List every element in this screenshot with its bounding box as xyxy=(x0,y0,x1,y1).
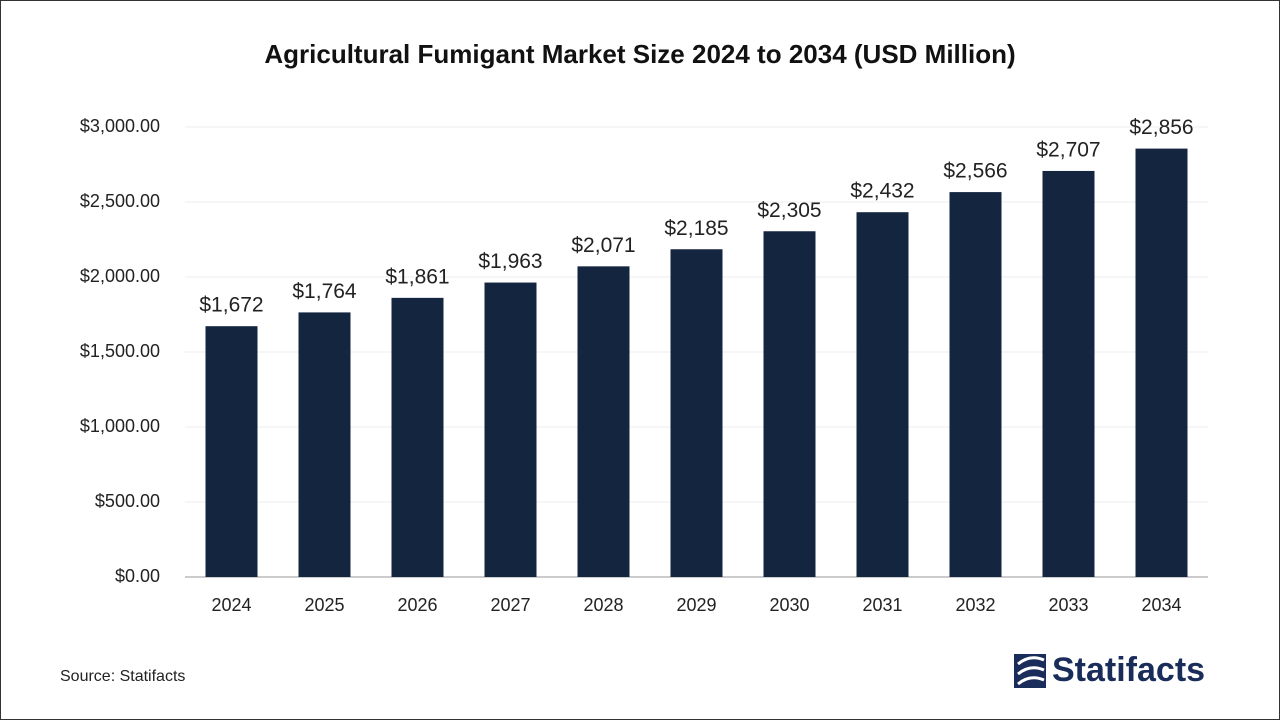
x-tick-label: 2027 xyxy=(490,595,530,615)
y-tick-label: $1,000.00 xyxy=(80,416,160,436)
data-label: $1,861 xyxy=(385,265,449,288)
x-tick-label: 2034 xyxy=(1141,595,1181,615)
bar xyxy=(391,297,444,577)
data-label: $2,185 xyxy=(664,217,728,240)
y-tick-label: $500.00 xyxy=(95,491,160,511)
y-tick-label: $3,000.00 xyxy=(80,116,160,136)
x-tick-label: 2031 xyxy=(862,595,902,615)
bar xyxy=(298,312,351,577)
bar xyxy=(856,212,909,577)
x-tick-label: 2030 xyxy=(769,595,809,615)
logo-text: Statifacts xyxy=(1052,651,1205,689)
data-label: $1,963 xyxy=(478,250,542,273)
data-label: $2,432 xyxy=(850,180,914,203)
bar xyxy=(1042,170,1095,577)
bar xyxy=(763,231,816,577)
logo: Statifacts xyxy=(1014,651,1205,689)
data-label: $2,707 xyxy=(1036,138,1100,161)
x-tick-label: 2024 xyxy=(211,595,251,615)
bar xyxy=(670,249,723,577)
bar xyxy=(1135,148,1188,577)
y-tick-label: $2,000.00 xyxy=(80,266,160,286)
bar xyxy=(577,266,630,577)
y-tick-label: $1,500.00 xyxy=(80,341,160,361)
bar xyxy=(484,282,537,577)
x-tick-label: 2029 xyxy=(676,595,716,615)
x-tick-label: 2033 xyxy=(1048,595,1088,615)
x-tick-label: 2026 xyxy=(397,595,437,615)
x-tick-label: 2028 xyxy=(583,595,623,615)
x-tick-label: 2025 xyxy=(304,595,344,615)
y-tick-label: $0.00 xyxy=(115,566,160,586)
logo-icon-stripes xyxy=(1017,656,1045,686)
data-label: $2,566 xyxy=(943,160,1007,183)
data-label: $2,071 xyxy=(571,234,635,257)
y-tick-label: $2,500.00 xyxy=(80,191,160,211)
bar xyxy=(949,192,1002,577)
chart-title: Agricultural Fumigant Market Size 2024 t… xyxy=(264,39,1015,69)
source: Source: Statifacts xyxy=(60,668,185,685)
bar xyxy=(205,326,258,577)
x-tick-label: 2032 xyxy=(955,595,995,615)
data-label: $2,305 xyxy=(757,199,821,222)
data-label: $1,672 xyxy=(199,294,263,317)
data-label: $2,856 xyxy=(1129,116,1193,139)
data-label: $1,764 xyxy=(292,280,357,303)
